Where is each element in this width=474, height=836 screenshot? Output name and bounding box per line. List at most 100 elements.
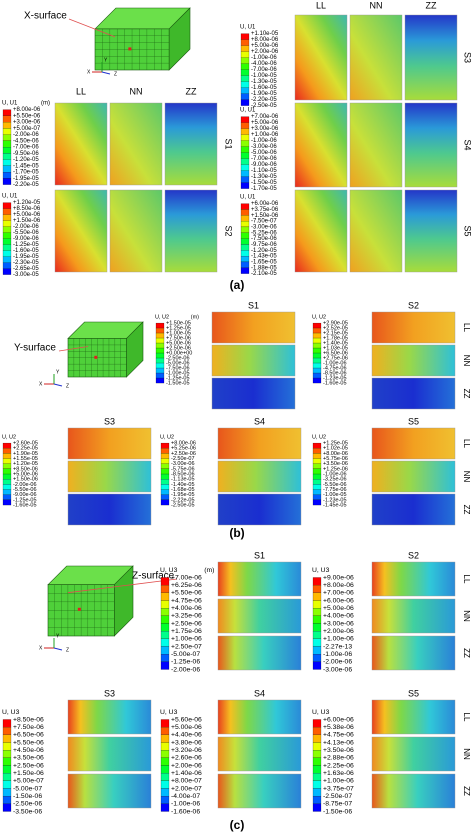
axis-arrow — [101, 71, 111, 75]
legend-label: +8.00e-06 — [171, 441, 196, 447]
legend-title: U, U3 — [312, 709, 330, 716]
legend-swatch — [160, 750, 170, 758]
legend-swatch — [312, 484, 322, 490]
legend-label: -1.65e-05 — [251, 260, 277, 266]
legend-swatch — [312, 788, 322, 797]
contour-plot — [164, 189, 218, 273]
axis-label: Y — [56, 369, 60, 375]
legend-label: -1.50e-06 — [323, 808, 352, 815]
legend-swatch — [160, 796, 170, 804]
legend-swatch — [2, 202, 12, 209]
legend-label: -7.50e-07 — [251, 219, 277, 225]
legend-label: +8.00e-06 — [323, 451, 348, 457]
legend-label: -3.00e-05 — [13, 272, 39, 278]
legend-swatch — [240, 99, 250, 106]
contour-plot — [217, 493, 302, 526]
legend-label: +2.25e-06 — [323, 762, 354, 769]
contour-plot — [371, 635, 456, 671]
legend-swatch — [2, 214, 12, 221]
legend-swatch — [2, 773, 12, 781]
contour-plot — [217, 561, 302, 597]
legend-swatch — [160, 499, 170, 506]
legend-label: +5.00e-06 — [13, 472, 38, 478]
legend-swatch — [160, 803, 170, 812]
legend-swatch — [240, 39, 250, 46]
legend-swatch — [2, 128, 12, 135]
legend-label: +3.20e-06 — [171, 747, 202, 754]
legend-label: -7.00e-06 — [13, 145, 39, 151]
legend-label: +4.00e-06 — [323, 613, 354, 620]
case-label: S5 — [408, 416, 419, 426]
legend-label: +1.10e-05 — [251, 31, 279, 37]
legend-swatch — [240, 226, 250, 233]
legend-label: +1.00e-06 — [251, 132, 279, 138]
legend-label: +8.50e-06 — [13, 206, 41, 212]
legend-swatch — [240, 116, 250, 123]
legend-label: +8.00e-06 — [323, 582, 354, 589]
contour-plot — [217, 699, 302, 735]
legend-label: +1.50e-06 — [13, 218, 41, 224]
legend-label: -1.00e-06 — [251, 138, 277, 144]
load-point — [128, 47, 132, 51]
legend-swatch — [312, 327, 322, 334]
axis-label: X — [87, 69, 91, 75]
legend-swatch — [2, 479, 12, 485]
legend-label: -7.00e-06 — [251, 156, 277, 162]
legend-swatch — [312, 448, 322, 454]
legend-swatch — [160, 468, 170, 475]
row-label: LL — [462, 323, 471, 332]
legend-label: +6.25e-06 — [171, 582, 202, 589]
case-label: S3 — [463, 52, 473, 63]
contour-plot — [371, 460, 456, 493]
legend-swatch — [2, 172, 12, 179]
axis-label: X — [39, 645, 43, 651]
legend-swatch — [240, 158, 250, 165]
legend-label: +5.75e-06 — [323, 456, 348, 462]
legend-swatch — [240, 170, 250, 177]
legend-label: -1.40e-05 — [171, 482, 195, 488]
legend-label: +2.50e-06 — [171, 620, 202, 627]
legend-label: +6.50e-06 — [13, 732, 44, 739]
contour-plot — [404, 189, 458, 273]
load-point — [94, 355, 98, 359]
legend-swatch — [240, 51, 250, 58]
legend-label: -2.50e-07 — [323, 793, 352, 800]
legend-swatch — [155, 342, 165, 349]
legend-label: +3.00e-06 — [13, 120, 41, 126]
surface-arrow — [68, 18, 116, 38]
legend-swatch — [240, 128, 250, 135]
row-label: ZZ — [462, 389, 471, 399]
case-label: S2 — [224, 225, 234, 236]
contour-plot — [371, 773, 456, 809]
column-label: ZZ — [426, 0, 437, 10]
legend-label: -1.25e-05 — [166, 376, 190, 382]
legend-swatch — [312, 463, 322, 469]
legend-swatch — [240, 221, 250, 228]
surface-arrow — [67, 578, 178, 594]
legend-label: +1.78e-05 — [323, 336, 348, 342]
legend-swatch — [240, 209, 250, 216]
legend-label: +2.00e-06 — [323, 628, 354, 635]
contour-plot — [371, 377, 456, 410]
legend-title: U, U1 — [2, 194, 18, 200]
legend-label: +2.88e-06 — [323, 755, 354, 762]
legend-swatch — [160, 765, 170, 774]
legend-label: +1.40e-05 — [323, 341, 348, 347]
legend-swatch — [2, 165, 12, 173]
legend-label: -9.50e-06 — [13, 151, 39, 157]
legend-unit: (m) — [41, 101, 50, 107]
legend-swatch — [312, 362, 322, 369]
legend-swatch — [312, 468, 322, 475]
legend-label: +7.50e-06 — [13, 724, 44, 731]
legend-label: -2.00e-06 — [13, 482, 37, 488]
contour-plot — [217, 598, 302, 634]
legend-label: +3.00e-06 — [323, 620, 354, 627]
legend-label: -2.30e-05 — [13, 260, 39, 266]
contour-plot — [164, 102, 218, 186]
legend-title: U, U2 — [155, 314, 169, 320]
legend-swatch — [160, 600, 170, 609]
legend-swatch — [160, 473, 170, 480]
legend-swatch — [155, 357, 165, 364]
contour-plot — [67, 736, 152, 772]
legend-swatch — [2, 453, 12, 459]
